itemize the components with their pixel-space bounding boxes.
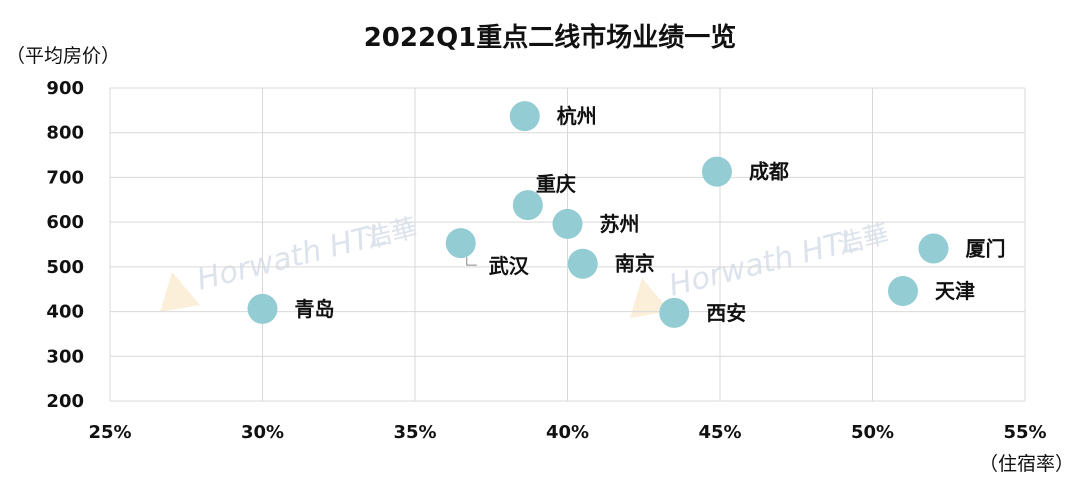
x-tick-label: 25% bbox=[88, 422, 131, 443]
data-point bbox=[247, 293, 278, 324]
x-tick-label: 40% bbox=[546, 422, 589, 443]
data-point bbox=[552, 208, 583, 239]
data-point-label: 厦门 bbox=[966, 237, 1006, 261]
data-point-label: 天津 bbox=[935, 279, 975, 303]
data-point-label: 成都 bbox=[749, 160, 789, 184]
data-point-label: 杭州 bbox=[557, 104, 597, 128]
x-tick-label: 50% bbox=[851, 422, 894, 443]
data-point bbox=[509, 101, 540, 132]
data-point bbox=[918, 233, 949, 264]
x-tick-label: 45% bbox=[698, 422, 741, 443]
axis-ticks: 200 300 400 500 600 700 800 900 25% 30% 35% 40% 45% 5… bbox=[46, 78, 1046, 443]
data-point-label: 西安 bbox=[706, 301, 746, 325]
watermark-left: Horwath HTL 浩華 bbox=[160, 213, 420, 312]
x-tick-label: 30% bbox=[241, 422, 284, 443]
x-tick-label: 35% bbox=[393, 422, 436, 443]
data-point-label: 苏州 bbox=[600, 212, 640, 236]
y-tick-label: 600 bbox=[46, 212, 84, 233]
chart-title: 2022Q1重点二线市场业绩一览 bbox=[364, 22, 737, 53]
watermark-text: Horwath HTL bbox=[665, 223, 862, 304]
y-tick-label: 300 bbox=[46, 346, 84, 367]
watermark-text: Horwath HTL bbox=[193, 217, 390, 298]
x-tick-label: 55% bbox=[1003, 422, 1046, 443]
data-point-label: 武汉 bbox=[489, 254, 530, 278]
y-axis-label: （平均房价） bbox=[6, 45, 120, 67]
y-tick-label: 400 bbox=[46, 302, 84, 323]
data-point-label: 青岛 bbox=[295, 297, 335, 321]
data-point bbox=[512, 190, 543, 221]
y-tick-label: 200 bbox=[46, 391, 84, 412]
y-tick-label: 900 bbox=[46, 78, 84, 99]
y-tick-label: 700 bbox=[46, 167, 84, 188]
data-point bbox=[659, 297, 690, 328]
y-tick-label: 800 bbox=[46, 123, 84, 144]
watermark-logo-icon bbox=[630, 278, 670, 318]
watermark-logo-icon bbox=[160, 272, 200, 312]
data-point bbox=[701, 156, 732, 187]
y-tick-label: 500 bbox=[46, 257, 84, 278]
data-point bbox=[445, 228, 476, 259]
data-point bbox=[888, 276, 918, 307]
data-point-label: 重庆 bbox=[536, 172, 576, 196]
data-point-label: 南京 bbox=[615, 252, 655, 276]
x-axis-label: （住宿率） bbox=[979, 453, 1074, 475]
data-point bbox=[567, 248, 598, 279]
label-leader-line bbox=[466, 257, 477, 266]
